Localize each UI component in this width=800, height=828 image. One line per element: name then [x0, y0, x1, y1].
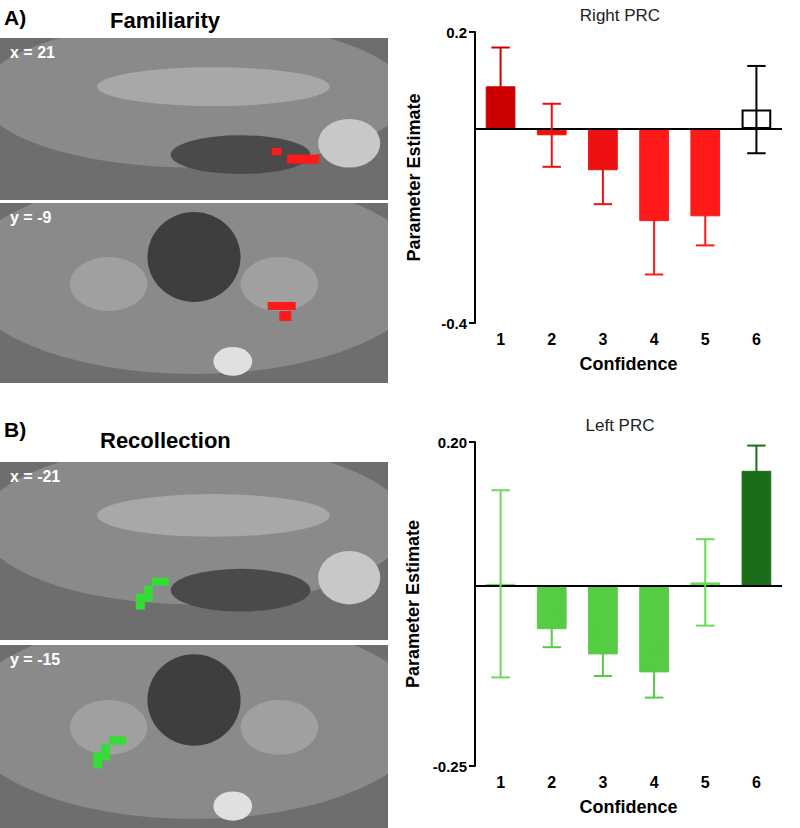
svg-text:4: 4	[650, 331, 659, 348]
svg-text:3: 3	[598, 331, 607, 348]
svg-text:4: 4	[650, 774, 659, 791]
svg-text:-0.25: -0.25	[433, 758, 467, 775]
svg-text:0.2: 0.2	[446, 24, 467, 41]
svg-text:-0.4: -0.4	[441, 315, 468, 332]
html-text:Recollection: Recollection	[100, 428, 231, 453]
svg-text:3: 3	[598, 774, 607, 791]
html-text:A): A)	[4, 6, 27, 29]
html-text:x = 21: x = 21	[10, 44, 55, 61]
html-text:y = -9: y = -9	[10, 209, 52, 226]
svg-text:2: 2	[547, 331, 556, 348]
svg-text:6: 6	[752, 774, 761, 791]
svg-text:0.20: 0.20	[438, 434, 467, 451]
svg-text:5: 5	[701, 774, 710, 791]
svg-text:2: 2	[547, 774, 556, 791]
svg-text:Confidence: Confidence	[579, 797, 677, 817]
svg-text:Parameter Estimate: Parameter Estimate	[403, 520, 423, 688]
html-text:x = -21: x = -21	[10, 468, 61, 485]
svg-text:Right PRC: Right PRC	[580, 6, 660, 25]
svg-text:6: 6	[752, 331, 761, 348]
html-text:y = -15: y = -15	[10, 651, 61, 668]
svg-text:Confidence: Confidence	[579, 354, 677, 374]
svg-text:Left PRC: Left PRC	[586, 416, 655, 435]
html-text:B): B)	[4, 418, 27, 441]
svg-text:Parameter Estimate: Parameter Estimate	[404, 93, 424, 261]
svg-text:5: 5	[701, 331, 710, 348]
html-text:Familiarity: Familiarity	[110, 8, 220, 33]
svg-text:1: 1	[496, 331, 505, 348]
svg-text:1: 1	[496, 774, 505, 791]
